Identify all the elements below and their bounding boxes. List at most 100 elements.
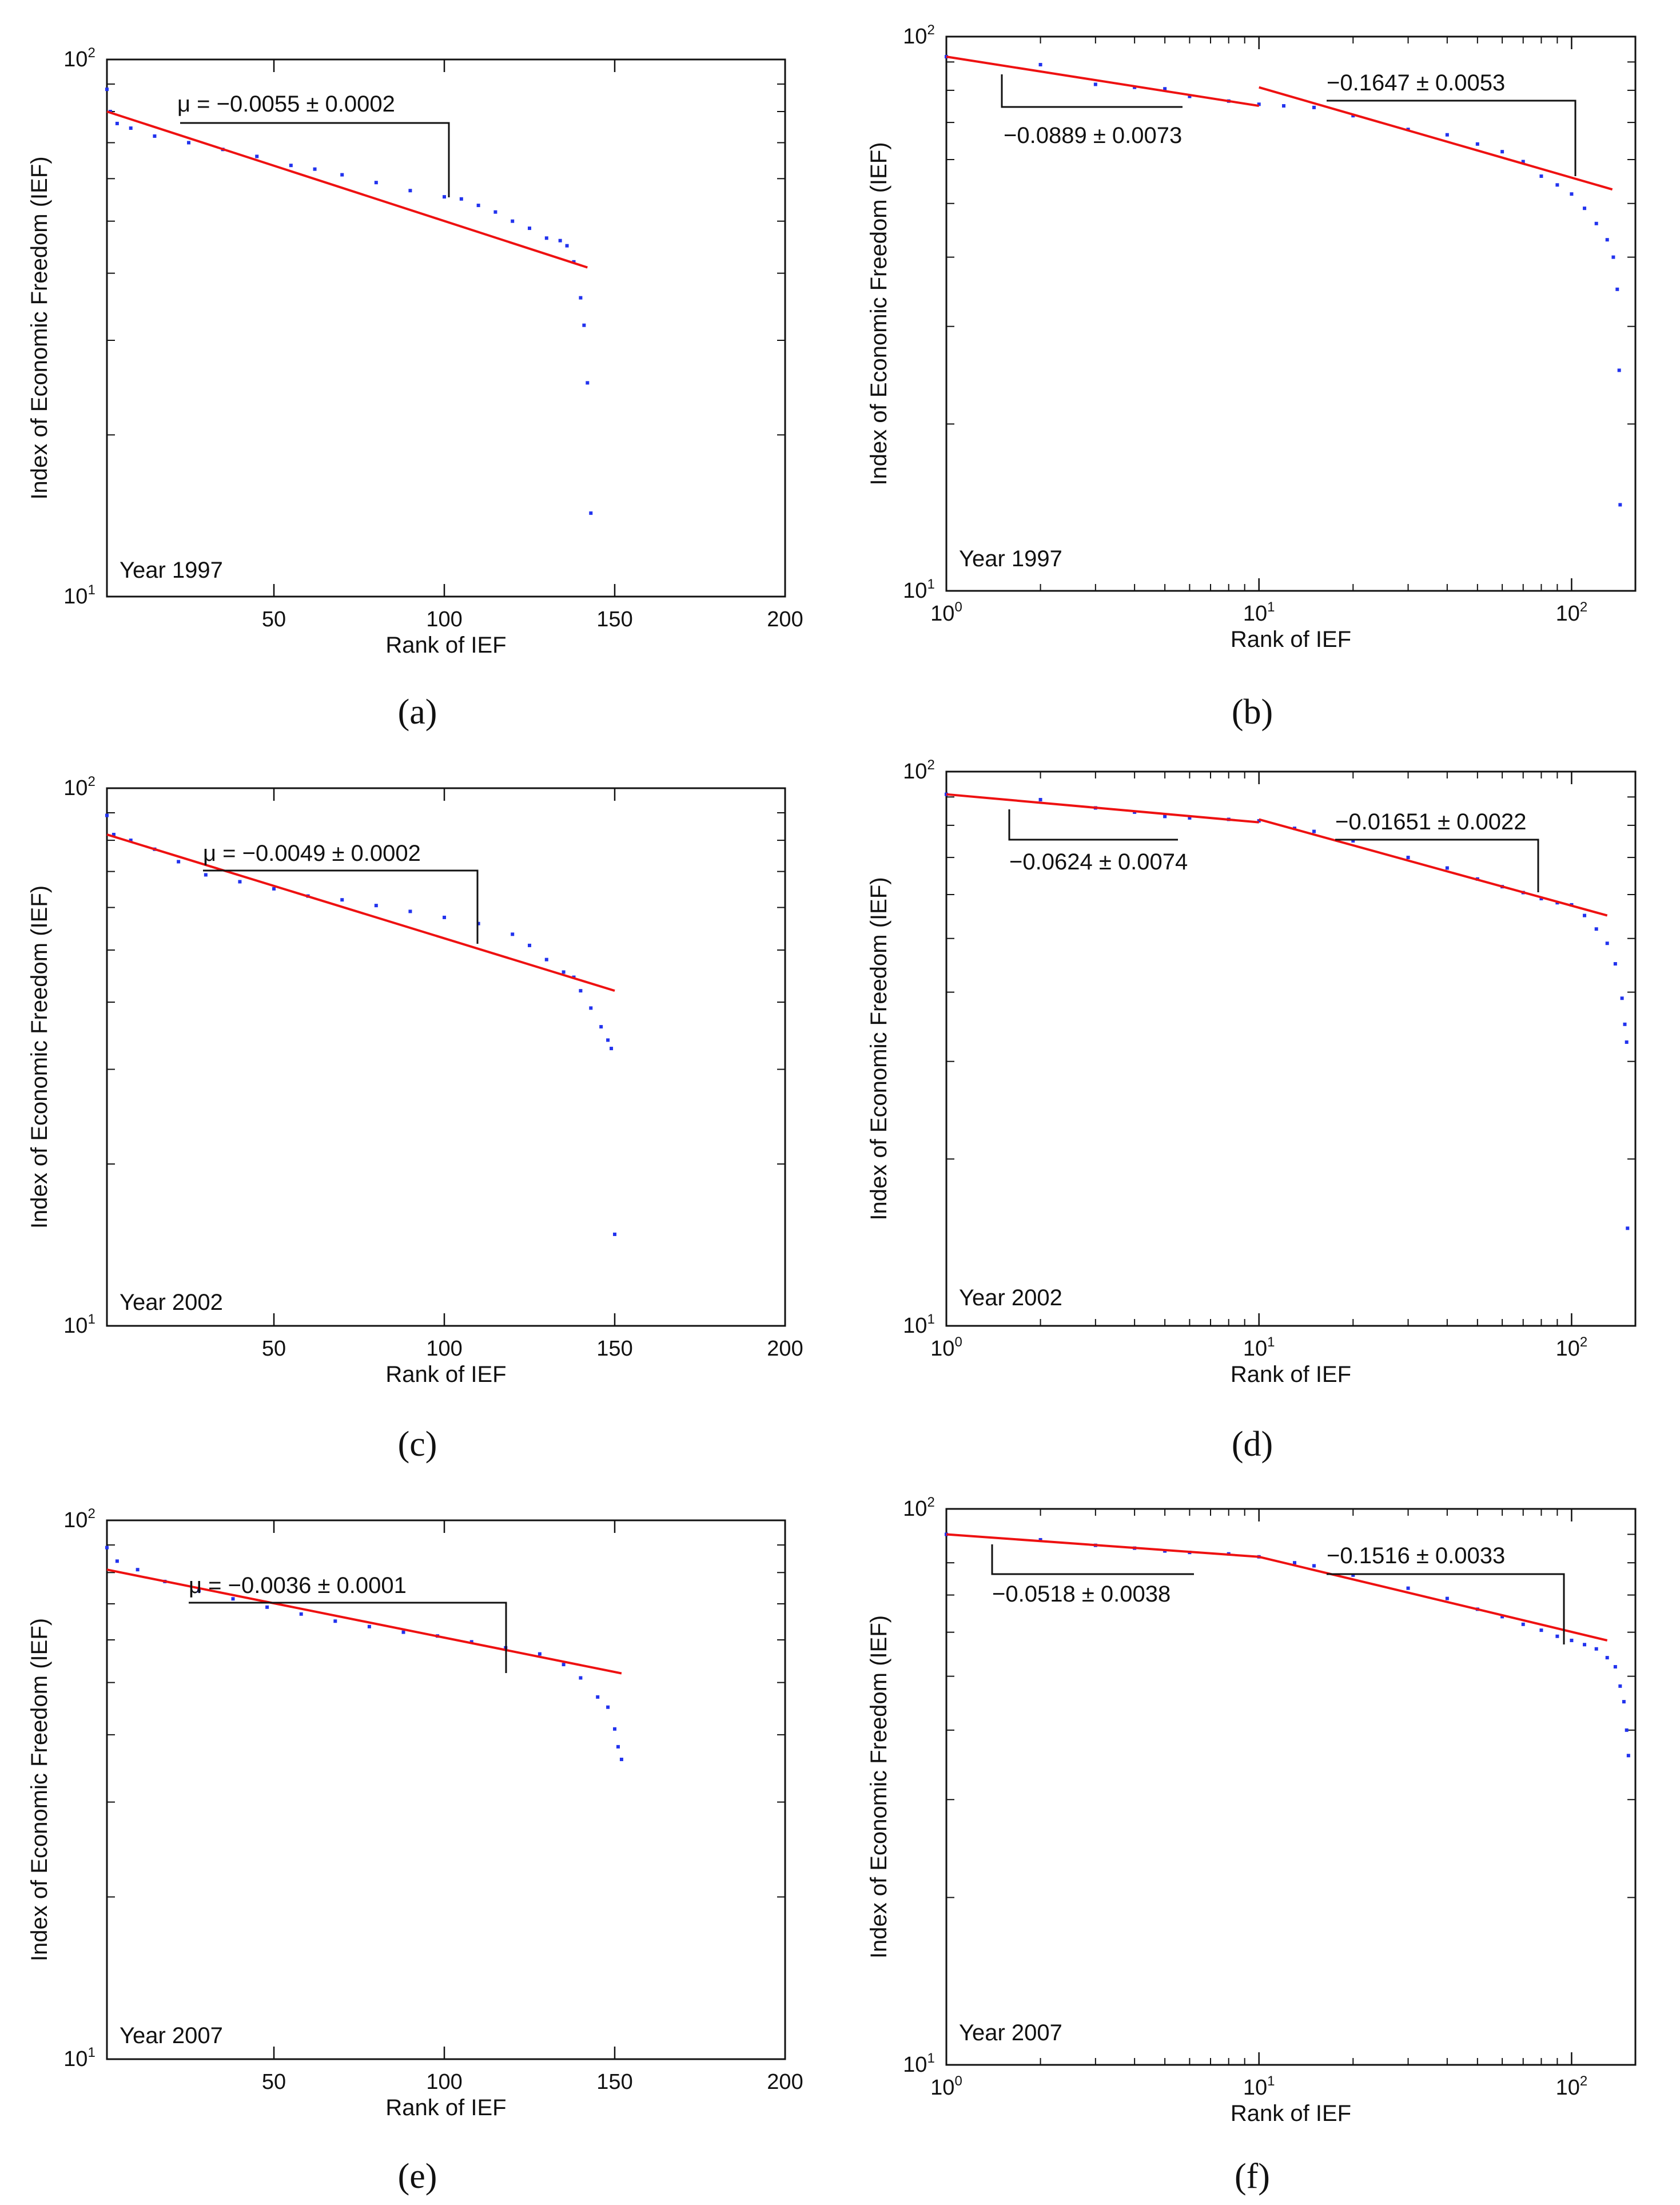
data-point bbox=[333, 1619, 337, 1623]
data-point bbox=[255, 154, 259, 158]
data-point bbox=[511, 932, 515, 936]
data-point bbox=[1618, 503, 1622, 507]
data-point bbox=[374, 904, 378, 908]
data-point bbox=[459, 197, 463, 201]
data-point bbox=[599, 1025, 603, 1029]
data-point bbox=[579, 1676, 583, 1680]
data-point bbox=[1594, 1647, 1598, 1651]
data-point bbox=[469, 1640, 473, 1644]
x-axis-label: Rank of IEF bbox=[1231, 2101, 1351, 2126]
y-axis-label: Index of Economic Freedom (IEF) bbox=[27, 156, 52, 499]
fit-annotation-label: −0.1647 ± 0.0053 bbox=[1327, 70, 1505, 96]
y-tick-exponent: 1 bbox=[927, 2051, 934, 2066]
x-tick-label: 150 bbox=[596, 607, 632, 631]
data-point bbox=[231, 1597, 235, 1601]
data-point bbox=[476, 921, 480, 925]
year-label: Year 2002 bbox=[959, 1285, 1062, 1310]
data-point bbox=[408, 909, 412, 913]
x-tick-label: 50 bbox=[262, 607, 286, 631]
data-point bbox=[153, 134, 157, 138]
data-point bbox=[589, 511, 593, 515]
data-point bbox=[1594, 221, 1598, 225]
year-label: Year 2007 bbox=[959, 2020, 1062, 2045]
x-tick-exponent: 1 bbox=[1267, 2073, 1275, 2089]
data-point bbox=[1605, 941, 1609, 945]
data-point bbox=[443, 195, 447, 199]
data-point bbox=[1163, 815, 1167, 819]
panel-caption: (b) bbox=[1232, 693, 1273, 732]
fit-annotation-label: −0.0624 ± 0.0074 bbox=[1009, 849, 1188, 875]
data-point bbox=[579, 989, 583, 993]
y-tick-exponent: 2 bbox=[87, 774, 95, 789]
x-tick-label: 50 bbox=[262, 2070, 286, 2094]
data-point bbox=[105, 88, 109, 92]
data-point bbox=[1583, 1643, 1587, 1647]
data-point bbox=[1583, 913, 1587, 917]
data-point bbox=[115, 1559, 119, 1563]
data-point bbox=[1257, 819, 1261, 823]
data-point bbox=[1475, 142, 1479, 146]
data-point bbox=[1281, 104, 1285, 108]
x-axis-label: Rank of IEF bbox=[385, 633, 506, 658]
data-point bbox=[1038, 1537, 1042, 1541]
plot-frame bbox=[106, 58, 786, 598]
y-tick-exponent: 1 bbox=[87, 582, 95, 598]
data-point bbox=[562, 970, 566, 974]
y-tick-exponent: 2 bbox=[927, 1495, 934, 1510]
data-point bbox=[538, 1652, 542, 1656]
data-point bbox=[1257, 102, 1261, 106]
x-tick-exponent: 0 bbox=[954, 1334, 962, 1350]
plot-frame bbox=[945, 1508, 1637, 2066]
data-point bbox=[1521, 160, 1525, 164]
y-tick-exponent: 2 bbox=[87, 1506, 95, 1521]
data-point bbox=[528, 227, 532, 231]
data-point bbox=[1623, 1022, 1627, 1026]
data-point bbox=[606, 1038, 610, 1042]
data-point bbox=[1605, 238, 1609, 242]
data-point bbox=[610, 1047, 614, 1051]
x-tick-exponent: 1 bbox=[1267, 1334, 1275, 1350]
fit-line bbox=[946, 1533, 1259, 1558]
data-point bbox=[589, 1006, 593, 1010]
data-point bbox=[1615, 287, 1619, 291]
data-point bbox=[1539, 174, 1543, 178]
fit-line bbox=[1259, 86, 1613, 191]
data-point bbox=[340, 898, 344, 902]
data-point bbox=[289, 164, 293, 168]
data-point bbox=[1555, 1634, 1559, 1638]
year-label: Year 1997 bbox=[959, 546, 1062, 571]
fit-annotation-label: μ = −0.0049 ± 0.0002 bbox=[203, 841, 421, 866]
x-tick-exponent: 0 bbox=[954, 2073, 962, 2089]
data-point bbox=[613, 1727, 617, 1731]
fit-line bbox=[946, 55, 1260, 108]
data-point bbox=[1613, 1665, 1617, 1669]
y-axis-label: Index of Economic Freedom (IEF) bbox=[866, 1615, 891, 1958]
data-point bbox=[1594, 927, 1598, 931]
data-point bbox=[1093, 82, 1097, 86]
data-point bbox=[1292, 1561, 1296, 1565]
x-axis-label: Rank of IEF bbox=[385, 2095, 506, 2120]
data-point bbox=[115, 121, 119, 125]
data-point bbox=[299, 1612, 303, 1616]
y-tick-exponent: 2 bbox=[87, 45, 95, 61]
x-tick-label: 101 bbox=[1243, 2073, 1275, 2100]
data-point bbox=[408, 189, 412, 193]
data-point bbox=[1163, 87, 1167, 91]
fit-line bbox=[946, 793, 1259, 824]
data-point bbox=[613, 1232, 617, 1236]
panel-caption: (f) bbox=[1235, 2157, 1270, 2196]
data-point bbox=[204, 873, 208, 877]
data-point bbox=[129, 839, 133, 843]
data-point bbox=[619, 1757, 623, 1761]
annotation-bracket bbox=[1335, 839, 1539, 892]
data-point bbox=[1312, 829, 1316, 833]
data-point bbox=[579, 296, 583, 300]
data-point bbox=[1312, 1564, 1316, 1568]
data-point bbox=[105, 813, 109, 817]
plot-frame bbox=[106, 787, 786, 1327]
data-point bbox=[1312, 105, 1316, 109]
